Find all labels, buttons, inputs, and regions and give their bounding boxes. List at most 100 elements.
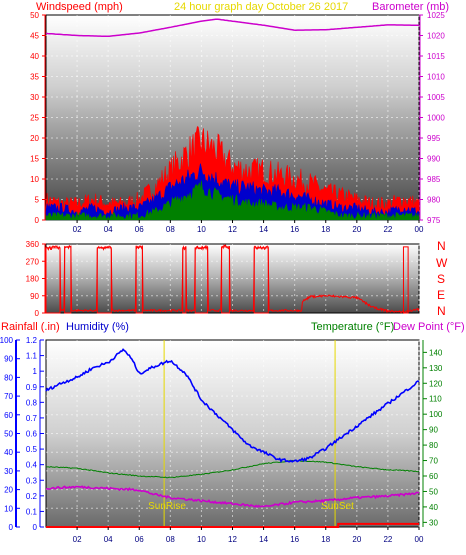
temp-ytick-label: 40 bbox=[429, 503, 438, 512]
temp-ytick-label: 130 bbox=[429, 364, 443, 373]
wind-xtick-label: 08 bbox=[166, 225, 175, 234]
wind-xtick-label: 14 bbox=[259, 225, 268, 234]
direction-swing-block bbox=[45, 247, 61, 314]
dir-label-n-bottom: N bbox=[437, 304, 446, 318]
humidity-xtick-label: 06 bbox=[135, 535, 144, 544]
wind-ytick-label: 30 bbox=[30, 93, 39, 102]
rainfall-line bbox=[46, 522, 419, 528]
wind-xtick-label: 00 bbox=[415, 225, 424, 234]
rain-ytick-label: 0.3 bbox=[26, 476, 38, 485]
wind-ytick-label: 0 bbox=[35, 216, 40, 225]
chart-title: 24 hour graph day October 26 2017 bbox=[174, 1, 348, 13]
temp-ytick-label: 110 bbox=[429, 395, 442, 404]
humidity-ytick-label: 90 bbox=[4, 355, 13, 364]
temp-ytick-label: 50 bbox=[429, 487, 438, 496]
dir-label-w: W bbox=[436, 256, 448, 270]
temp-ytick-label: 80 bbox=[429, 441, 438, 450]
direction-ytick-label: 360 bbox=[26, 240, 40, 249]
wind-xtick-label: 06 bbox=[135, 225, 144, 234]
baro-ytick-label: 1005 bbox=[427, 93, 445, 102]
chart-layer: 0510152025303540455097598098599099510001… bbox=[0, 11, 445, 544]
direction-swing-block bbox=[253, 247, 269, 314]
humidity-ytick-label: 0 bbox=[9, 523, 14, 532]
temperature-line bbox=[45, 459, 420, 479]
humidity-xtick-label: 22 bbox=[383, 535, 392, 544]
humidity-xtick-label: 02 bbox=[73, 535, 82, 544]
baro-ytick-label: 1015 bbox=[427, 52, 445, 61]
humidity-xtick-label: 04 bbox=[104, 535, 113, 544]
direction-swing-block bbox=[194, 247, 209, 314]
baro-ytick-label: 1025 bbox=[427, 11, 445, 20]
humidity-xtick-label: 14 bbox=[259, 535, 268, 544]
humidity-ytick-label: 80 bbox=[4, 373, 13, 382]
wind-xtick-label: 16 bbox=[290, 225, 299, 234]
temp-ytick-label: 140 bbox=[429, 348, 443, 357]
humidity-xtick-label: 10 bbox=[197, 535, 206, 544]
humidity-line bbox=[45, 348, 420, 463]
barometer-label: Barometer (mb) bbox=[372, 1, 449, 13]
humidity-ytick-label: 100 bbox=[0, 336, 14, 345]
humidity-xtick-label: 20 bbox=[352, 535, 361, 544]
baro-ytick-label: 980 bbox=[427, 196, 441, 205]
wind-ytick-label: 20 bbox=[30, 134, 39, 143]
dir-label-n-top: N bbox=[437, 239, 446, 253]
wind-ytick-label: 10 bbox=[30, 175, 39, 184]
baro-ytick-label: 985 bbox=[427, 175, 441, 184]
rain-ytick-label: 0.9 bbox=[26, 383, 38, 392]
wind-ytick-label: 40 bbox=[30, 52, 39, 61]
humidity-ytick-label: 60 bbox=[4, 411, 13, 420]
direction-ytick-label: 90 bbox=[30, 292, 39, 301]
dir-label-s: S bbox=[437, 272, 445, 286]
wind-ytick-label: 35 bbox=[30, 73, 39, 82]
baro-ytick-label: 975 bbox=[427, 216, 441, 225]
rain-ytick-label: 0.6 bbox=[26, 430, 38, 439]
wind-average-area bbox=[45, 163, 420, 221]
rain-ytick-label: 0.7 bbox=[26, 414, 38, 423]
rain-ytick-label: 0 bbox=[33, 523, 38, 532]
humidity-xtick-label: 08 bbox=[166, 535, 175, 544]
baro-ytick-label: 1000 bbox=[427, 114, 445, 123]
direction-swing-block bbox=[96, 247, 112, 314]
direction-ytick-label: 0 bbox=[35, 309, 40, 318]
humidity-label: Humidity (%) bbox=[66, 321, 129, 333]
temp-ytick-label: 60 bbox=[429, 472, 438, 481]
barometer-line bbox=[45, 18, 420, 38]
humidity-ytick-label: 50 bbox=[4, 430, 13, 439]
humidity-ytick-label: 30 bbox=[4, 467, 13, 476]
dewpoint-label: Dew Point (°F) bbox=[393, 321, 465, 333]
sunset-label: SunSet bbox=[321, 501, 354, 512]
direction-ytick-label: 180 bbox=[26, 275, 40, 284]
rainfall-label: Rainfall (.in) bbox=[1, 321, 60, 333]
wind-gust-area bbox=[45, 126, 420, 221]
rain-ytick-label: 0.2 bbox=[26, 492, 38, 501]
temp-ytick-label: 30 bbox=[429, 518, 438, 527]
windspeed-label: Windspeed (mph) bbox=[36, 1, 123, 13]
temp-ytick-label: 90 bbox=[429, 426, 438, 435]
temp-ytick-label: 120 bbox=[429, 379, 443, 388]
direction-swing-block bbox=[402, 246, 409, 314]
wind-ytick-label: 50 bbox=[30, 11, 39, 20]
humidity-xtick-label: 18 bbox=[321, 535, 330, 544]
temp-ytick-label: 70 bbox=[429, 457, 438, 466]
direction-swing-block bbox=[182, 247, 187, 314]
temp-ytick-label: 100 bbox=[429, 410, 443, 419]
direction-ytick-label: 270 bbox=[26, 257, 40, 266]
wind-ytick-label: 45 bbox=[30, 32, 39, 41]
rain-ytick-label: 0.4 bbox=[26, 461, 38, 470]
humidity-ytick-label: 20 bbox=[4, 486, 13, 495]
baro-ytick-label: 1020 bbox=[427, 32, 445, 41]
wind-ytick-label: 5 bbox=[35, 196, 40, 205]
humidity-xtick-label: 16 bbox=[290, 535, 299, 544]
wind-xtick-label: 22 bbox=[383, 225, 392, 234]
humidity-ytick-label: 40 bbox=[4, 448, 13, 457]
humidity-xtick-label: 12 bbox=[228, 535, 237, 544]
wind-xtick-label: 10 bbox=[197, 225, 206, 234]
humidity-xtick-label: 00 bbox=[415, 535, 424, 544]
sunrise-label: SunRise bbox=[148, 501, 186, 512]
dir-label-e: E bbox=[437, 288, 445, 302]
wind-ytick-label: 15 bbox=[30, 155, 39, 164]
rain-ytick-label: 1.2 bbox=[26, 336, 38, 345]
rain-ytick-label: 0.5 bbox=[26, 445, 38, 454]
